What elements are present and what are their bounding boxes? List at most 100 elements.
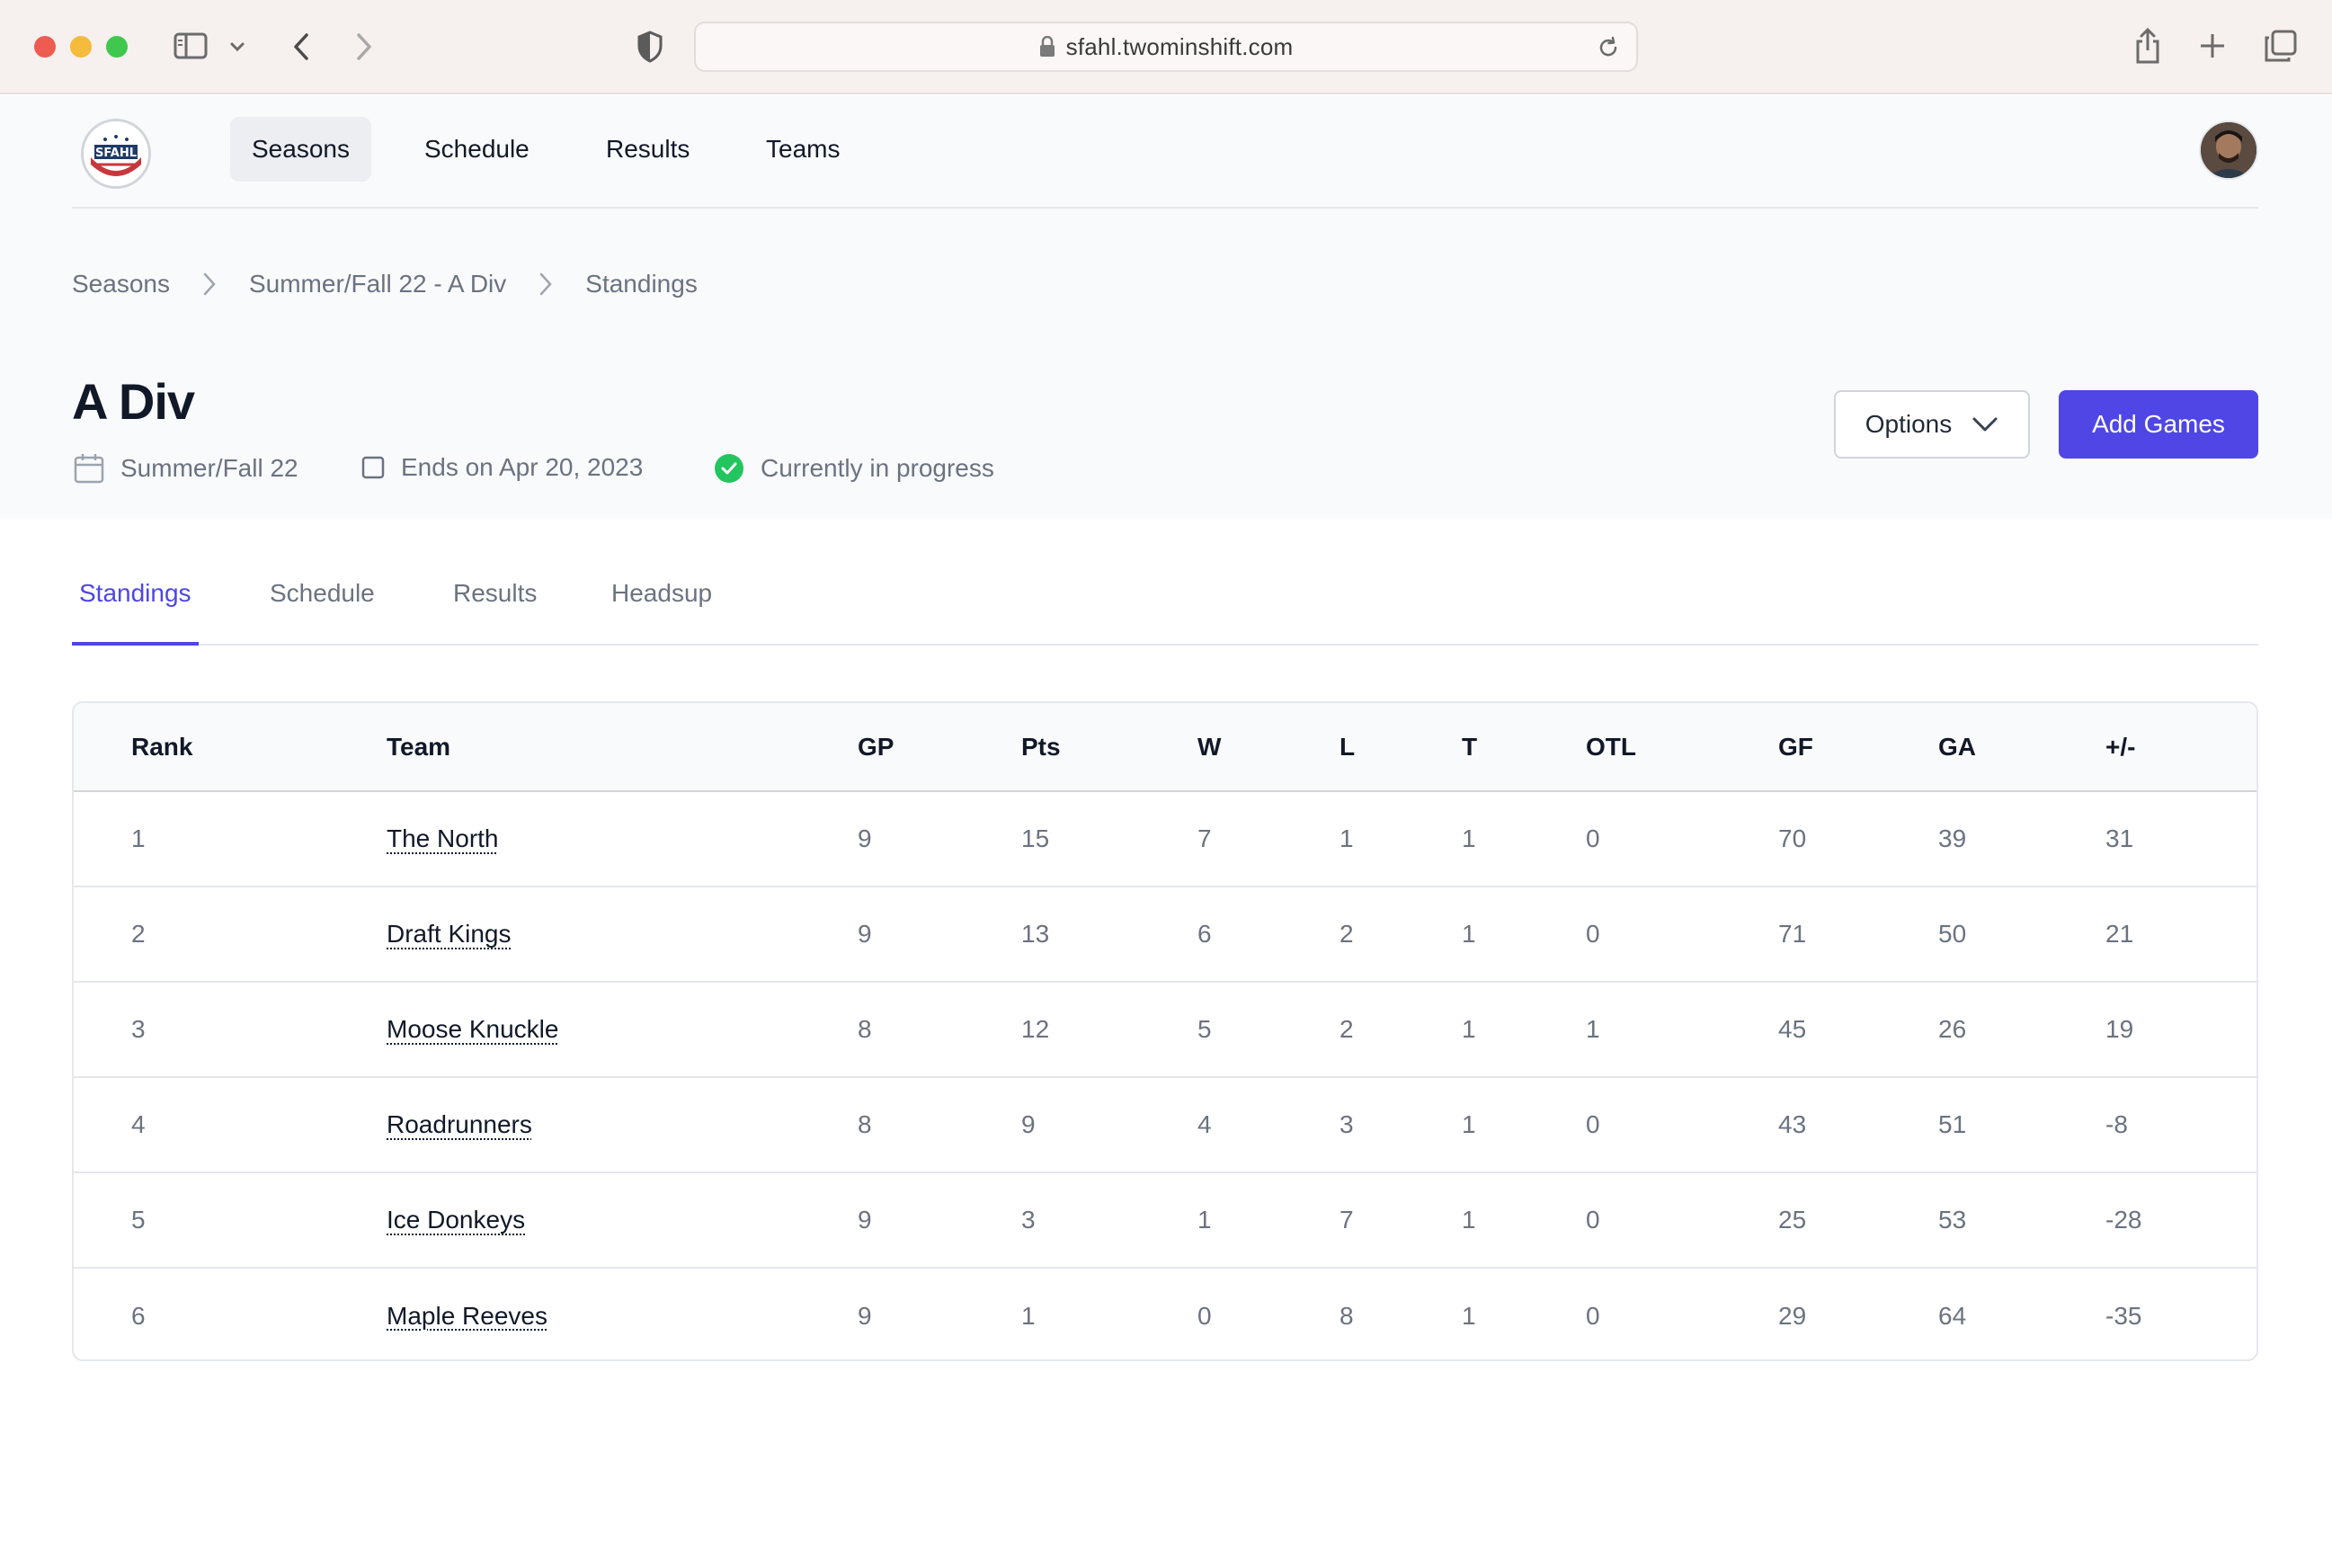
nav-schedule[interactable]: Schedule bbox=[424, 135, 530, 163]
t-cell: 1 bbox=[1462, 1110, 1476, 1138]
team-link[interactable]: Moose Knuckle bbox=[387, 1015, 559, 1043]
tab-schedule[interactable]: Schedule bbox=[270, 579, 375, 607]
tab-headsup[interactable]: Headsup bbox=[611, 579, 713, 607]
tab-overview-icon[interactable] bbox=[2264, 29, 2298, 63]
breadcrumb-division[interactable]: Summer/Fall 22 - A Div bbox=[248, 270, 507, 298]
column-header-t[interactable]: T bbox=[1462, 732, 1478, 761]
rank-cell: 2 bbox=[131, 920, 146, 948]
nav-results[interactable]: Results bbox=[606, 135, 690, 163]
pts-cell: 9 bbox=[1021, 1110, 1036, 1138]
otl-cell: 0 bbox=[1586, 920, 1600, 948]
gf-cell: 71 bbox=[1778, 920, 1807, 948]
column-header-w[interactable]: W bbox=[1197, 732, 1222, 761]
w-cell: 7 bbox=[1197, 824, 1212, 852]
chevron-down-icon bbox=[1972, 416, 1998, 432]
column-header-gp[interactable]: GP bbox=[858, 732, 895, 761]
breadcrumb-seasons[interactable]: Seasons bbox=[72, 270, 170, 298]
standings-table: Rank Team GP Pts W L T OTL GF GA +/- 1 T… bbox=[72, 701, 2258, 1361]
calendar-icon bbox=[74, 453, 104, 484]
gf-cell: 45 bbox=[1778, 1015, 1807, 1043]
column-header-rank[interactable]: Rank bbox=[131, 732, 193, 761]
gp-cell: 8 bbox=[858, 1110, 872, 1138]
table-row: 2 Draft Kings 9 13 6 2 1 0 71 50 21 bbox=[74, 886, 2256, 982]
gf-cell: 29 bbox=[1778, 1301, 1807, 1330]
options-dropdown-button[interactable]: Options bbox=[1834, 390, 2030, 459]
page-title: A Div bbox=[72, 373, 195, 430]
plus-minus-cell: 19 bbox=[2105, 1015, 2134, 1043]
back-arrow-icon[interactable] bbox=[288, 29, 315, 65]
checkbox-icon bbox=[361, 456, 385, 479]
privacy-shield-icon[interactable] bbox=[635, 29, 665, 65]
sidebar-toggle-icon[interactable] bbox=[173, 31, 209, 61]
plus-minus-cell: -8 bbox=[2105, 1110, 2128, 1138]
gp-cell: 8 bbox=[858, 1015, 872, 1043]
gf-cell: 25 bbox=[1778, 1206, 1807, 1234]
nav-teams[interactable]: Teams bbox=[766, 135, 841, 163]
chevron-right-icon bbox=[538, 272, 553, 297]
share-icon[interactable] bbox=[2132, 25, 2163, 67]
chevron-right-icon bbox=[202, 272, 217, 297]
l-cell: 2 bbox=[1340, 1015, 1354, 1043]
l-cell: 1 bbox=[1340, 824, 1354, 852]
column-header-pts[interactable]: Pts bbox=[1021, 732, 1061, 761]
browser-toolbar: sfahl.twominshift.com bbox=[0, 0, 2332, 94]
column-header-gf[interactable]: GF bbox=[1778, 732, 1813, 761]
w-cell: 0 bbox=[1197, 1301, 1212, 1330]
gp-cell: 9 bbox=[858, 824, 872, 852]
rank-cell: 1 bbox=[131, 824, 146, 852]
rank-cell: 5 bbox=[131, 1206, 146, 1234]
reload-icon[interactable] bbox=[1597, 36, 1620, 64]
t-cell: 1 bbox=[1462, 824, 1476, 852]
column-header-l[interactable]: L bbox=[1340, 732, 1356, 761]
address-bar[interactable]: sfahl.twominshift.com bbox=[694, 22, 1638, 72]
team-link[interactable]: Ice Donkeys bbox=[387, 1206, 526, 1234]
team-link[interactable]: Draft Kings bbox=[387, 920, 512, 948]
tab-results[interactable]: Results bbox=[453, 579, 538, 607]
check-circle-icon bbox=[714, 453, 744, 484]
ga-cell: 53 bbox=[1938, 1206, 1967, 1234]
table-header-row: Rank Team GP Pts W L T OTL GF GA +/- bbox=[74, 703, 2256, 791]
column-header-otl[interactable]: OTL bbox=[1586, 732, 1636, 761]
l-cell: 7 bbox=[1340, 1206, 1354, 1234]
plus-minus-cell: -35 bbox=[2105, 1301, 2142, 1330]
t-cell: 1 bbox=[1462, 1206, 1476, 1234]
column-header-plus-minus[interactable]: +/- bbox=[2105, 732, 2136, 761]
plus-minus-cell: -28 bbox=[2105, 1206, 2142, 1234]
lock-icon bbox=[1039, 36, 1055, 58]
t-cell: 1 bbox=[1462, 1015, 1476, 1043]
breadcrumb-standings[interactable]: Standings bbox=[585, 270, 698, 298]
w-cell: 1 bbox=[1197, 1206, 1212, 1234]
rank-cell: 3 bbox=[131, 1015, 146, 1043]
new-tab-plus-icon[interactable] bbox=[2197, 31, 2228, 61]
season-meta: Summer/Fall 22 bbox=[74, 453, 298, 484]
table-row: 5 Ice Donkeys 9 3 1 7 1 0 25 53 -28 bbox=[74, 1172, 2256, 1268]
add-games-button[interactable]: Add Games bbox=[2059, 390, 2258, 459]
close-window-button[interactable] bbox=[34, 36, 56, 58]
options-label: Options bbox=[1865, 410, 1953, 438]
minimize-window-button[interactable] bbox=[70, 36, 92, 58]
forward-arrow-icon[interactable] bbox=[351, 29, 378, 65]
chevron-down-icon[interactable] bbox=[227, 36, 248, 58]
end-date-meta: Ends on Apr 20, 2023 bbox=[361, 453, 643, 482]
season-status: Currently in progress bbox=[761, 454, 994, 482]
svg-text:SFAHL: SFAHL bbox=[95, 147, 137, 160]
nav-seasons[interactable]: Seasons bbox=[230, 117, 371, 182]
maximize-window-button[interactable] bbox=[106, 36, 128, 58]
column-header-ga[interactable]: GA bbox=[1938, 732, 1976, 761]
t-cell: 1 bbox=[1462, 1301, 1476, 1330]
team-link[interactable]: Maple Reeves bbox=[387, 1301, 547, 1330]
team-link[interactable]: The North bbox=[387, 824, 499, 852]
league-logo[interactable]: SFAHL bbox=[81, 119, 151, 189]
tab-standings[interactable]: Standings bbox=[72, 579, 199, 646]
pts-cell: 12 bbox=[1021, 1015, 1050, 1043]
url-text: sfahl.twominshift.com bbox=[1065, 32, 1294, 60]
otl-cell: 0 bbox=[1586, 824, 1600, 852]
user-avatar[interactable] bbox=[2199, 120, 2258, 180]
gp-cell: 9 bbox=[858, 920, 872, 948]
team-link[interactable]: Roadrunners bbox=[387, 1110, 532, 1138]
column-header-team[interactable]: Team bbox=[387, 732, 451, 761]
gf-cell: 70 bbox=[1778, 824, 1807, 852]
plus-minus-cell: 21 bbox=[2105, 920, 2134, 948]
l-cell: 8 bbox=[1340, 1301, 1354, 1330]
end-date: Ends on Apr 20, 2023 bbox=[401, 453, 644, 481]
